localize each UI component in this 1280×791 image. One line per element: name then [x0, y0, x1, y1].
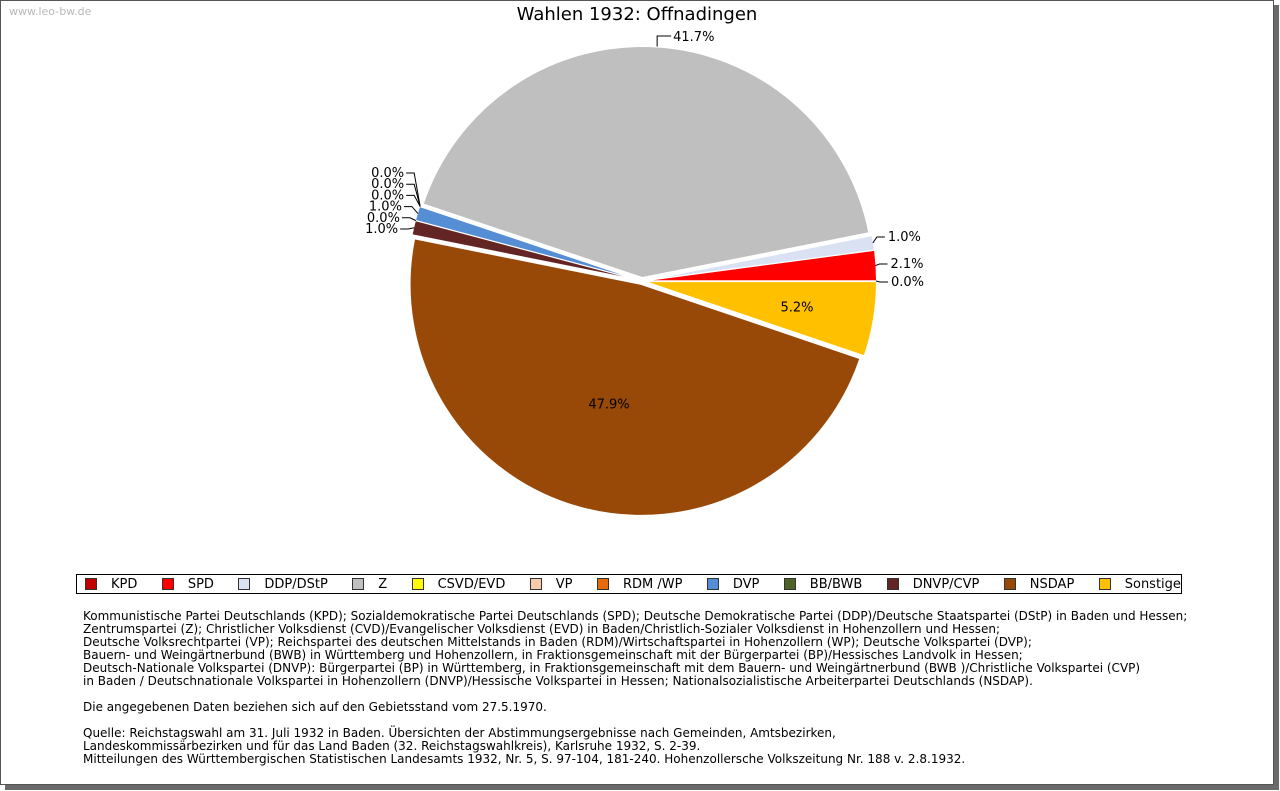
data-label-z: 41.7%: [673, 30, 714, 45]
legend-swatch-bb-bwb: [783, 578, 796, 590]
legend-swatch-dnvp-cvp: [886, 578, 899, 590]
legend-swatch-dvp: [706, 578, 719, 590]
legend-label-bb-bwb: BB/BWB: [809, 576, 863, 592]
leader-line-bb-bwb: [401, 217, 417, 222]
legend-label-vp: VP: [555, 576, 573, 592]
data-label-ddp-dstp: 1.0%: [888, 230, 921, 245]
leader-line-spd: [875, 263, 888, 267]
data-label-vp: 0.0%: [371, 177, 404, 192]
legend-swatch-nsdap: [1003, 578, 1016, 590]
leader-line-dnvp-cvp: [400, 227, 415, 230]
legend-item-spd: SPD: [161, 576, 214, 592]
source-line: Mitteilungen des Württembergischen Stati…: [83, 752, 966, 766]
watermark: www.leo-bw.de: [9, 5, 92, 18]
data-label-csvd-evd: 0.0%: [371, 166, 404, 181]
legend-label-csvd-evd: CSVD/EVD: [437, 576, 506, 592]
legend-swatch-ddp-dstp: [238, 578, 251, 590]
gebietsstand-note: Die angegebenen Daten beziehen sich auf …: [83, 700, 547, 714]
legend-label-rdm-wp: RDM /WP: [622, 576, 683, 592]
leader-line-z: [656, 35, 672, 47]
slice-nsdap: [409, 238, 861, 516]
legend-item-dnvp-cvp: DNVP/CVP: [886, 576, 980, 592]
legend-item-vp: VP: [529, 576, 573, 592]
legend-swatch-z: [352, 578, 365, 590]
notes: Kommunistische Partei Deutschlands (KPD)…: [83, 610, 1233, 766]
data-label-rdm-wp: 0.0%: [371, 188, 404, 203]
legend-label-nsdap: NSDAP: [1029, 576, 1075, 592]
note-line: Deutsch-Nationale Volkspartei (DNVP): Bü…: [83, 661, 1141, 675]
note-line: Zentrumspartei (Z); Christlicher Volksdi…: [83, 622, 1001, 636]
legend-item-z: Z: [352, 577, 387, 592]
legend-item-sonstige: Sonstige: [1098, 576, 1181, 592]
slice-z: [422, 46, 870, 279]
legend-swatch-sonstige: [1098, 578, 1111, 590]
legend-label-spd: SPD: [187, 576, 214, 592]
leader-line-ddp-dstp: [872, 236, 885, 244]
note-line: Deutsche Volksrechtpartei (VP); Reichspa…: [83, 635, 1032, 649]
data-label-sonstige: 5.2%: [780, 301, 813, 316]
legend-item-kpd: KPD: [85, 577, 137, 592]
legend-swatch-csvd-evd: [411, 578, 424, 590]
legend-swatch-vp: [529, 578, 542, 590]
note-line: in Baden / Deutschnationale Volkspartei …: [83, 674, 1033, 688]
data-label-dvp: 1.0%: [369, 200, 402, 215]
legend-label-dvp: DVP: [732, 576, 760, 592]
legend-item-bb-bwb: BB/BWB: [783, 576, 863, 592]
data-label-dnvp-cvp: 1.0%: [365, 222, 398, 237]
data-label-nsdap: 47.9%: [588, 398, 629, 413]
leader-line-dvp: [403, 206, 419, 214]
legend-item-csvd-evd: CSVD/EVD: [411, 576, 506, 592]
legend-item-rdm-wp: RDM /WP: [596, 576, 683, 592]
data-label-spd: 2.1%: [890, 257, 923, 272]
source-line: Landeskommissärbezirken und für das Land…: [83, 739, 701, 753]
source-line: Quelle: Reichstagswahl am 31. Juli 1932 …: [83, 726, 836, 740]
legend-item-nsdap: NSDAP: [1003, 576, 1075, 592]
legend-swatch-spd: [161, 578, 174, 590]
legend-swatch-rdm-wp: [596, 578, 609, 590]
note-line: Kommunistische Partei Deutschlands (KPD)…: [83, 609, 1188, 623]
legend: KPD SPD DDP/DStP Z CSVD/EVD VP RDM /WP DVP BB/BW…: [76, 574, 1182, 594]
leader-line-csvd-evd: [406, 172, 421, 207]
legend-swatch-kpd: [85, 578, 97, 590]
legend-label-dnvp-cvp: DNVP/CVP: [912, 576, 980, 592]
note-line: Bauern- und Weingärtnerbund (BWB) in Wür…: [83, 648, 1023, 662]
leader-line-kpd: [875, 280, 888, 283]
data-label-kpd: 0.0%: [891, 275, 924, 290]
legend-item-dvp: DVP: [706, 576, 760, 592]
data-label-bb-bwb: 0.0%: [367, 211, 400, 226]
legend-label-z: Z: [378, 576, 388, 592]
pie-chart: 0.0%2.1%1.0%41.7%0.0%0.0%0.0%1.0%0.0%1.0…: [365, 30, 924, 516]
legend-label-kpd: KPD: [111, 576, 138, 592]
leader-line-rdm-wp: [406, 194, 421, 207]
leader-line-vp: [406, 183, 421, 207]
legend-label-ddp-dstp: DDP/DStP: [264, 576, 328, 592]
legend-item-ddp-dstp: DDP/DStP: [238, 576, 328, 592]
chart-title: Wahlen 1932: Offnadingen: [516, 4, 758, 25]
legend-label-sonstige: Sonstige: [1124, 576, 1181, 592]
